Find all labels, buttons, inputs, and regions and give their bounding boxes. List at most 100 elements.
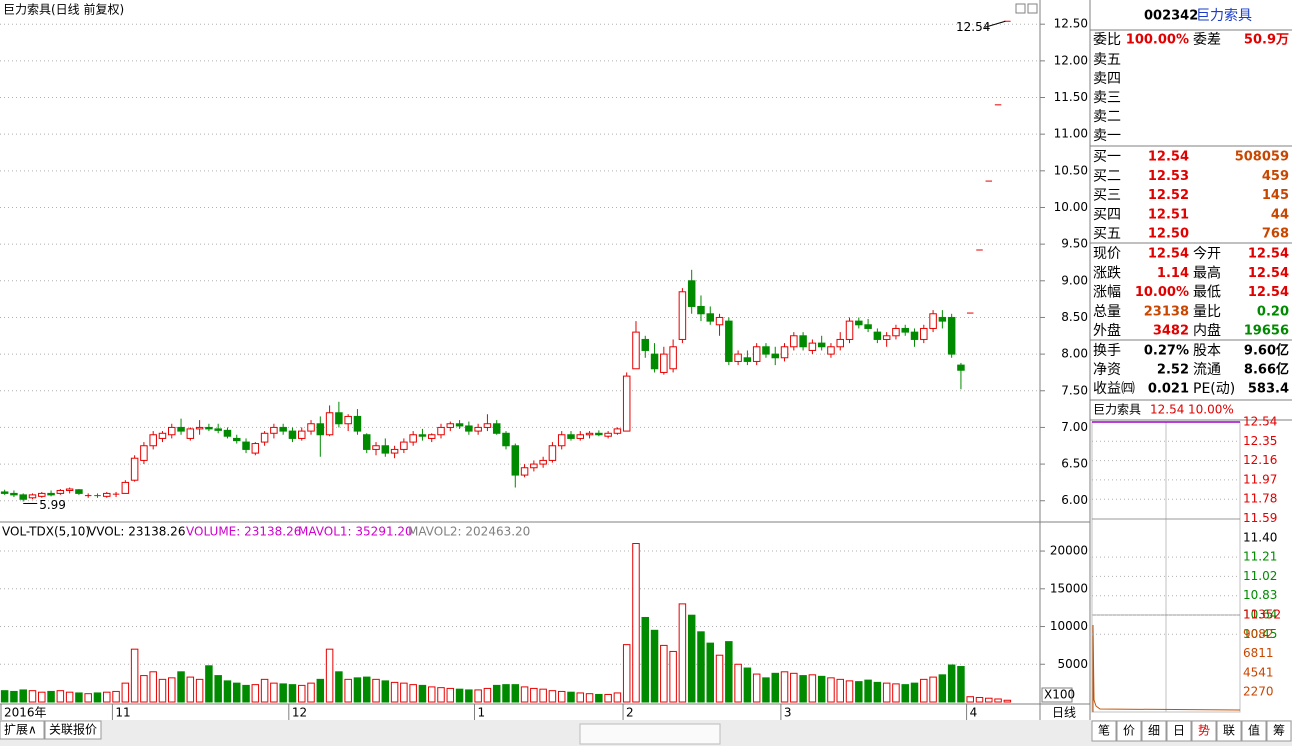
tab-label[interactable]: 关联报价 (49, 722, 97, 737)
ime-toolbar[interactable] (579, 723, 721, 745)
quote-label: 买四 (1093, 207, 1121, 223)
volume-bar (140, 675, 148, 703)
volume-bar (836, 678, 844, 703)
tab-label[interactable]: 值 (1248, 723, 1260, 738)
intraday-price-tick: 11.21 (1243, 550, 1277, 564)
tab-label[interactable]: 日 (1173, 724, 1185, 738)
volume-bar (511, 684, 520, 703)
volume-bar (622, 644, 631, 703)
quote-value: 0.021 (1148, 382, 1189, 397)
tab[interactable] (44, 720, 102, 740)
candle-body (400, 441, 408, 450)
tab[interactable] (1191, 720, 1217, 742)
candle-body (362, 434, 371, 450)
tab[interactable] (1266, 720, 1292, 742)
candle-body (530, 463, 538, 469)
candle-body (892, 327, 900, 337)
candle-body (177, 426, 185, 432)
candle-body (437, 426, 445, 436)
volume-bar (195, 678, 204, 703)
volume-bar (205, 665, 213, 703)
intraday-price-tick: 11.40 (1243, 530, 1277, 544)
tab-label[interactable]: 笔 (1098, 723, 1110, 738)
tab[interactable] (1166, 720, 1192, 742)
max-pointer (984, 20, 1006, 28)
candle-body (335, 412, 343, 425)
volume-bar (882, 682, 891, 703)
quote-label: 流通 (1193, 362, 1221, 378)
intraday-price-tick: 11.59 (1243, 511, 1277, 525)
tab[interactable] (1216, 720, 1242, 742)
volume-bar (130, 648, 139, 703)
tab[interactable] (1116, 720, 1142, 742)
candle-body (38, 492, 46, 497)
volume-bar (938, 674, 947, 703)
volume-bar (260, 678, 269, 703)
tab-label[interactable]: 细 (1148, 724, 1160, 738)
volume-bar (567, 691, 575, 703)
window-button[interactable] (1027, 3, 1038, 14)
candle-body (595, 432, 603, 436)
volume-header: VOL-TDX(5,10)VVOL: 23138.26 VOLUME: 23138… (2, 525, 530, 539)
chart-title: 巨力索具(日线 前复权) (3, 2, 124, 17)
volume-bar (947, 664, 956, 703)
volume-bar (994, 698, 1002, 703)
quote-label: 股本 (1193, 343, 1221, 359)
x-tick-label: 2 (626, 706, 634, 720)
volume-bar (418, 684, 427, 703)
volume-bar (362, 676, 371, 703)
volume-bar (446, 687, 455, 703)
candle-body (465, 425, 473, 432)
tab[interactable] (1091, 720, 1117, 742)
volume-bar (743, 667, 752, 703)
max-label: 12.54 (956, 20, 990, 34)
volume-bar (901, 684, 909, 703)
quote-value: 10.00% (1135, 285, 1189, 300)
volume-bar (799, 675, 807, 703)
tab-label[interactable]: 势 (1198, 724, 1210, 738)
y-tick-label: 10.00 (1054, 200, 1088, 214)
quote-value: 12.51 (1148, 207, 1189, 222)
volume-bar (929, 676, 937, 703)
x-tick-label: 11 (115, 706, 130, 720)
volume-bar (697, 631, 705, 703)
tab-label[interactable]: 价 (1123, 724, 1135, 738)
volume-bar (539, 688, 547, 703)
candle-body (195, 426, 204, 430)
candle-body (855, 320, 863, 326)
candle-body (780, 346, 789, 359)
volume-bar (214, 675, 222, 703)
volume-bar (10, 690, 18, 703)
volume-bar (353, 677, 362, 703)
candle-body (520, 467, 529, 476)
quote-value: 0.27% (1144, 344, 1189, 359)
volume-bar (316, 678, 325, 703)
tab[interactable] (1141, 720, 1167, 742)
tab[interactable] (1241, 720, 1267, 742)
tab-label[interactable]: 筹 (1273, 724, 1285, 738)
candle-body (910, 331, 919, 340)
volume-bar (530, 687, 538, 703)
y-tick-label: 11.50 (1054, 90, 1088, 104)
candle-body (585, 432, 594, 436)
tab-label[interactable]: 联 (1223, 724, 1235, 738)
volume-bar (186, 676, 195, 703)
volume-bar (855, 681, 863, 703)
volume-bar (65, 691, 74, 703)
tab[interactable] (0, 720, 45, 740)
y-tick-label: 6.50 (1061, 457, 1088, 471)
volume-bar (641, 616, 650, 703)
volume-bar (483, 687, 492, 703)
volume-bar (103, 691, 111, 703)
quote-label: 委差 (1193, 32, 1221, 48)
tab-label[interactable]: 扩展∧ (4, 723, 37, 737)
candle-body (660, 353, 668, 373)
volume-bar (455, 688, 464, 703)
window-button[interactable] (1015, 3, 1026, 14)
candle-body (223, 429, 232, 437)
candle-body (734, 353, 742, 362)
volume-bar (892, 683, 900, 703)
intraday-price-tick: 11.78 (1243, 492, 1277, 506)
period-label[interactable]: 日线 (1052, 706, 1076, 720)
volume-bar (734, 663, 742, 703)
